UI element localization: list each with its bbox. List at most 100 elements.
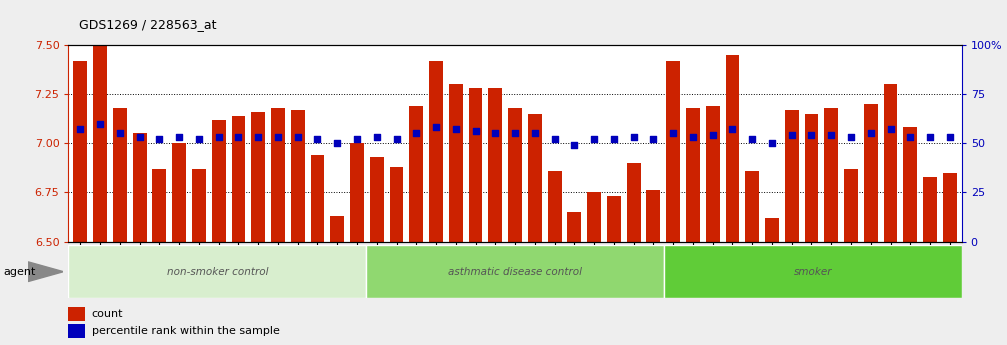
Bar <box>211 120 226 242</box>
Bar <box>68 307 85 321</box>
Text: non-smoker control: non-smoker control <box>166 267 268 277</box>
Bar <box>825 108 838 242</box>
Point <box>823 132 839 138</box>
Point <box>151 137 167 142</box>
Bar <box>528 114 542 242</box>
Point <box>586 137 602 142</box>
Point <box>606 137 622 142</box>
Bar <box>903 127 917 242</box>
Bar <box>667 61 680 242</box>
Bar <box>864 104 878 242</box>
Bar <box>568 212 581 241</box>
Bar <box>883 84 897 242</box>
Bar <box>330 216 344 241</box>
Bar <box>310 155 324 242</box>
Point <box>92 121 108 126</box>
Bar <box>68 245 367 298</box>
Bar <box>805 114 819 242</box>
Point <box>705 132 721 138</box>
Bar <box>252 112 265 241</box>
Text: smoker: smoker <box>794 267 832 277</box>
Bar <box>350 143 364 241</box>
Text: percentile rank within the sample: percentile rank within the sample <box>92 326 280 336</box>
Point <box>645 137 662 142</box>
Bar <box>725 55 739 241</box>
Bar <box>232 116 246 242</box>
Bar <box>706 106 720 241</box>
Point <box>349 137 366 142</box>
Point <box>547 137 563 142</box>
Bar <box>152 169 166 241</box>
Bar <box>367 245 664 298</box>
Bar <box>745 171 759 242</box>
Point <box>685 135 701 140</box>
Text: GDS1269 / 228563_at: GDS1269 / 228563_at <box>79 18 217 31</box>
Point <box>863 130 879 136</box>
Point <box>566 142 582 148</box>
Bar <box>271 108 285 242</box>
Polygon shape <box>28 262 63 282</box>
Point <box>467 129 483 134</box>
Bar <box>94 45 107 241</box>
Bar <box>488 88 502 242</box>
Point <box>487 130 504 136</box>
Point <box>250 135 266 140</box>
Point <box>369 135 385 140</box>
Point <box>665 130 681 136</box>
Point <box>191 137 207 142</box>
Bar <box>784 110 799 242</box>
Bar <box>192 169 205 241</box>
Bar <box>429 61 443 242</box>
Bar <box>410 106 423 241</box>
Point <box>744 137 760 142</box>
Point <box>270 135 286 140</box>
Point <box>210 135 227 140</box>
Bar <box>68 324 85 338</box>
Point <box>73 127 89 132</box>
Point <box>309 137 325 142</box>
Bar <box>844 169 858 241</box>
Point <box>804 132 820 138</box>
Text: count: count <box>92 309 123 319</box>
Bar <box>923 177 937 242</box>
Point <box>527 130 543 136</box>
Point <box>389 137 405 142</box>
Bar <box>765 218 778 241</box>
Bar <box>291 110 305 242</box>
Point <box>231 135 247 140</box>
Point <box>448 127 464 132</box>
Bar <box>607 196 620 241</box>
Bar <box>370 157 384 241</box>
Point <box>942 135 958 140</box>
Point <box>625 135 641 140</box>
Bar <box>664 245 962 298</box>
Text: agent: agent <box>3 267 35 277</box>
Point <box>764 140 780 146</box>
Point <box>902 135 918 140</box>
Point <box>428 125 444 130</box>
Bar <box>943 173 957 242</box>
Point <box>408 130 424 136</box>
Bar <box>133 134 147 242</box>
Bar <box>74 61 88 242</box>
Bar <box>509 108 522 242</box>
Point <box>329 140 345 146</box>
Point <box>843 135 859 140</box>
Bar <box>587 192 601 242</box>
Point <box>507 130 523 136</box>
Point <box>724 127 740 132</box>
Point <box>783 132 800 138</box>
Bar <box>626 163 640 242</box>
Bar <box>646 190 661 242</box>
Point <box>290 135 306 140</box>
Point <box>171 135 187 140</box>
Bar <box>449 84 462 242</box>
Point <box>922 135 939 140</box>
Bar <box>686 108 700 242</box>
Bar <box>468 88 482 242</box>
Bar <box>172 143 186 241</box>
Point <box>882 127 898 132</box>
Bar <box>113 108 127 242</box>
Point <box>112 130 128 136</box>
Text: asthmatic disease control: asthmatic disease control <box>448 267 582 277</box>
